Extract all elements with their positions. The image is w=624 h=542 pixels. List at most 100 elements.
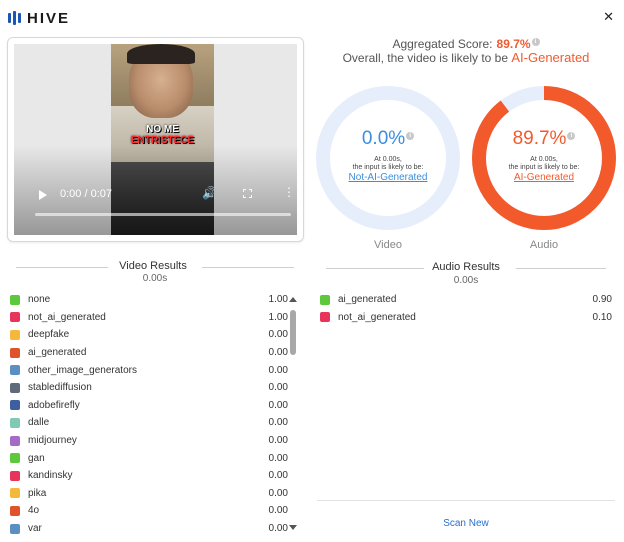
audio-donut-verdict: AI-Generated xyxy=(513,172,575,183)
video-result-row: kandinsky 0.00 xyxy=(10,467,288,485)
video-donut-track xyxy=(316,86,460,230)
more-options-icon[interactable]: ⋮ xyxy=(283,185,295,199)
audio-results-list: ai_generated 0.90 not_ai_generated 0.10 xyxy=(320,291,612,326)
overall-verdict: Overall, the video is likely to be AI-Ge… xyxy=(316,50,616,65)
audio-donut-percent: 89.7% i xyxy=(469,128,619,150)
audio-result-row: not_ai_generated 0.10 xyxy=(320,309,612,327)
video-result-row: var 0.00 xyxy=(10,520,288,538)
video-result-row: midjourney 0.00 xyxy=(10,432,288,450)
close-button[interactable]: ✕ xyxy=(603,9,614,24)
scroll-thumb[interactable] xyxy=(290,310,296,355)
video-result-value: 0.00 xyxy=(268,347,288,359)
divider xyxy=(326,268,424,269)
audio-donut-percent-text: 89.7% xyxy=(512,128,567,149)
video-donut-likely: the input is likely to be: xyxy=(352,164,424,171)
video-result-value: 0.00 xyxy=(268,364,288,376)
video-results-scrollbar[interactable] xyxy=(287,295,299,535)
video-result-row: gan 0.00 xyxy=(10,449,288,467)
video-result-name: 4o xyxy=(28,505,40,517)
video-donut-at: At 0.00s, the input is likely to be: xyxy=(313,156,463,172)
video-result-value: 1.00 xyxy=(268,294,288,306)
video-player[interactable]: NO ME ENTRISTECE 0:00 / 0:07 🔊 ⋮ xyxy=(14,44,297,235)
overall-verdict-prefix: Overall, the video is likely to be xyxy=(342,51,509,65)
audio-donut-at: At 0.00s, the input is likely to be: xyxy=(469,156,619,172)
volume-icon[interactable]: 🔊 xyxy=(202,186,217,200)
scroll-up-icon[interactable] xyxy=(289,297,297,302)
video-card: NO ME ENTRISTECE 0:00 / 0:07 🔊 ⋮ xyxy=(7,37,304,242)
video-controls-fade xyxy=(14,145,297,235)
video-frame: NO ME ENTRISTECE xyxy=(111,44,214,235)
color-swatch xyxy=(10,470,20,481)
video-result-value: 0.00 xyxy=(268,329,288,341)
video-caption-line1: NO ME xyxy=(146,124,179,135)
video-result-row: adobefirefly 0.00 xyxy=(10,397,288,415)
video-result-value: 0.00 xyxy=(268,399,288,411)
color-swatch xyxy=(10,312,20,323)
brand-header: HIVE xyxy=(8,8,70,28)
info-icon[interactable]: i xyxy=(406,131,415,140)
divider xyxy=(516,268,606,269)
video-donut-caption: Video xyxy=(374,239,402,251)
video-result-row: not_ai_generated 1.00 xyxy=(10,309,288,327)
audio-result-value: 0.90 xyxy=(592,294,612,306)
hive-logo-icon xyxy=(8,11,21,25)
video-progress-bar[interactable] xyxy=(35,213,291,216)
video-donut-at-time: At 0.00s, xyxy=(374,156,402,163)
divider xyxy=(16,267,108,268)
video-result-row: deepfake 0.00 xyxy=(10,326,288,344)
color-swatch xyxy=(10,382,20,393)
info-icon[interactable]: i xyxy=(567,131,576,140)
color-swatch xyxy=(10,294,20,305)
color-swatch xyxy=(10,365,20,376)
video-result-name: kandinsky xyxy=(28,470,73,482)
video-result-value: 0.00 xyxy=(268,435,288,447)
color-swatch xyxy=(10,400,20,411)
video-result-row: 4o 0.00 xyxy=(10,502,288,520)
video-time: 0:00 / 0:07 xyxy=(60,188,112,200)
brand-name: HIVE xyxy=(27,9,71,27)
video-hair xyxy=(127,44,195,64)
audio-donut-at-time: At 0.00s, xyxy=(530,156,558,163)
audio-donut-caption: Audio xyxy=(529,239,559,251)
color-swatch xyxy=(10,488,20,499)
video-result-row: ai_generated 0.00 xyxy=(10,344,288,362)
video-result-value: 1.00 xyxy=(268,311,288,323)
audio-score-donut: 89.7% i At 0.00s, the input is likely to … xyxy=(469,83,619,233)
audio-donut-likely: the input is likely to be: xyxy=(508,164,580,171)
audio-results-header: Audio Results xyxy=(326,261,606,273)
video-score-donut: 0.0% i At 0.00s, the input is likely to b… xyxy=(313,83,463,233)
video-results-header: Video Results xyxy=(10,260,296,272)
audio-results-title: Audio Results xyxy=(432,261,500,273)
info-icon[interactable]: i xyxy=(531,38,540,46)
video-results-list: none 1.00 not_ai_generated 1.00 deepfake 0.00… xyxy=(10,291,288,537)
scan-new-button[interactable]: Scan New xyxy=(443,518,489,529)
video-result-value: 0.00 xyxy=(268,470,288,482)
video-results-time: 0.00s xyxy=(142,273,168,284)
color-swatch xyxy=(10,417,20,428)
play-icon[interactable] xyxy=(39,190,47,200)
color-swatch xyxy=(10,505,20,516)
video-caption: NO ME ENTRISTECE xyxy=(111,124,214,146)
video-donut-percent: 0.0% i xyxy=(313,128,463,150)
video-result-name: deepfake xyxy=(28,329,70,341)
audio-result-row: ai_generated 0.90 xyxy=(320,291,612,309)
color-swatch xyxy=(10,329,20,340)
color-swatch xyxy=(320,312,330,323)
video-result-name: not_ai_generated xyxy=(28,311,106,323)
scroll-down-icon[interactable] xyxy=(289,525,297,530)
audio-result-value: 0.10 xyxy=(592,311,612,323)
color-swatch xyxy=(10,347,20,358)
aggregated-score-value: 89.7% xyxy=(496,37,531,51)
video-donut-percent-text: 0.0% xyxy=(361,128,406,149)
divider xyxy=(202,267,294,268)
video-controls: 0:00 / 0:07 🔊 ⋮ xyxy=(14,185,297,235)
video-result-row: dalle 0.00 xyxy=(10,414,288,432)
video-donut-verdict: Not-AI-Generated xyxy=(348,172,428,183)
video-result-value: 0.00 xyxy=(268,487,288,499)
video-donut-chart xyxy=(316,86,460,230)
video-result-name: stablediffusion xyxy=(28,382,92,394)
video-caption-line2: ENTRISTECE xyxy=(130,135,195,146)
video-result-name: var xyxy=(28,523,42,535)
fullscreen-icon[interactable] xyxy=(243,189,252,198)
video-result-name: midjourney xyxy=(28,435,77,447)
